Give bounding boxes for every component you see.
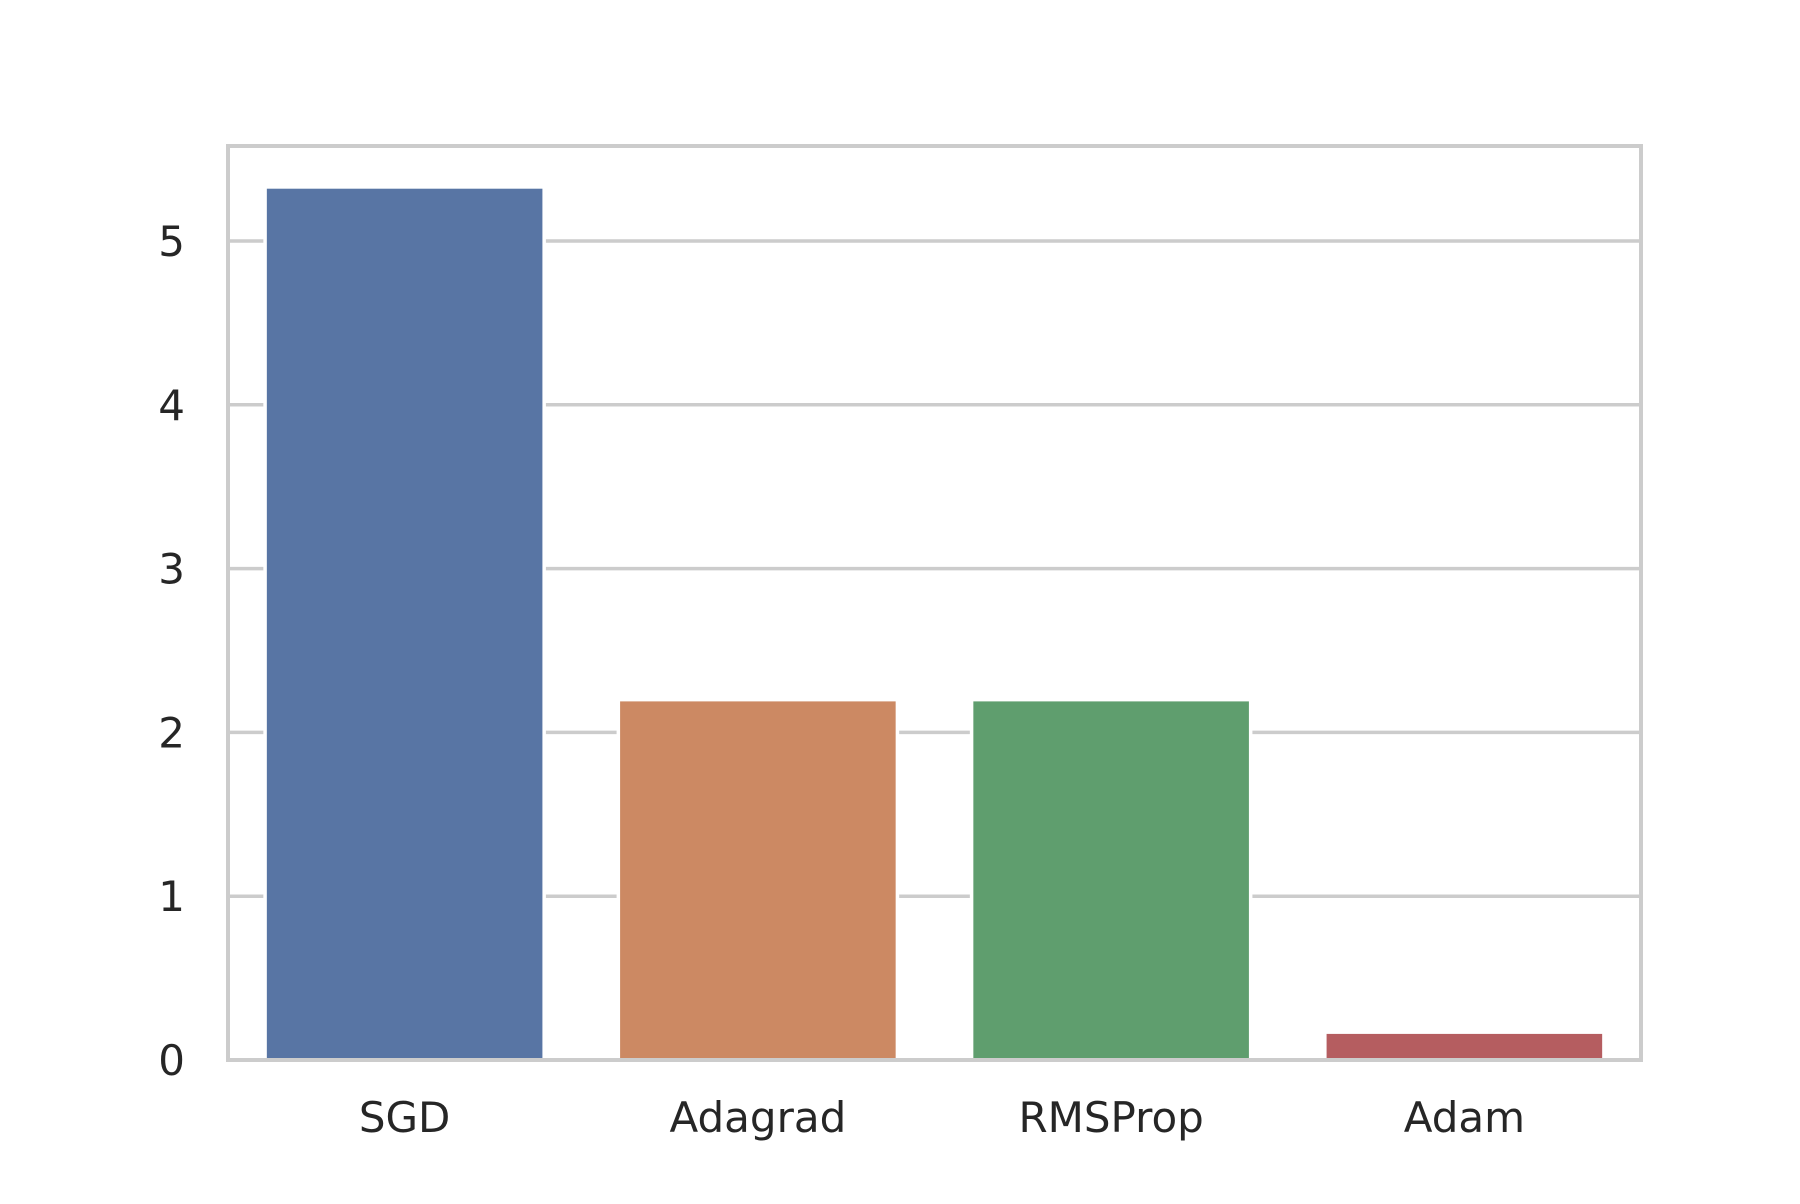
bar-rmsprop: [969, 697, 1253, 1062]
x-tick-label: Adam: [1404, 1093, 1525, 1142]
x-tick-label: SGD: [359, 1093, 451, 1142]
x-tick-label: Adagrad: [670, 1093, 847, 1142]
y-tick-label: 1: [158, 872, 185, 921]
y-tick-label: 0: [158, 1036, 185, 1085]
axes-frame: [226, 144, 1643, 1062]
y-tick-label: 2: [158, 708, 185, 757]
bar-adagrad: [616, 697, 900, 1062]
x-tick-label: RMSProp: [1018, 1093, 1203, 1142]
bar-sgd: [263, 185, 546, 1062]
y-tick-label: 4: [158, 381, 185, 430]
y-axis-ticks: 0 1 2 3 4 5: [158, 217, 185, 1085]
y-tick-label: 3: [158, 545, 185, 594]
y-tick-label: 5: [158, 217, 185, 266]
plot-frame: [226, 144, 1643, 1062]
bar-adam: [1323, 1030, 1606, 1062]
x-axis-ticks: SGD Adagrad RMSProp Adam: [359, 1093, 1525, 1142]
bars: [263, 185, 1606, 1062]
